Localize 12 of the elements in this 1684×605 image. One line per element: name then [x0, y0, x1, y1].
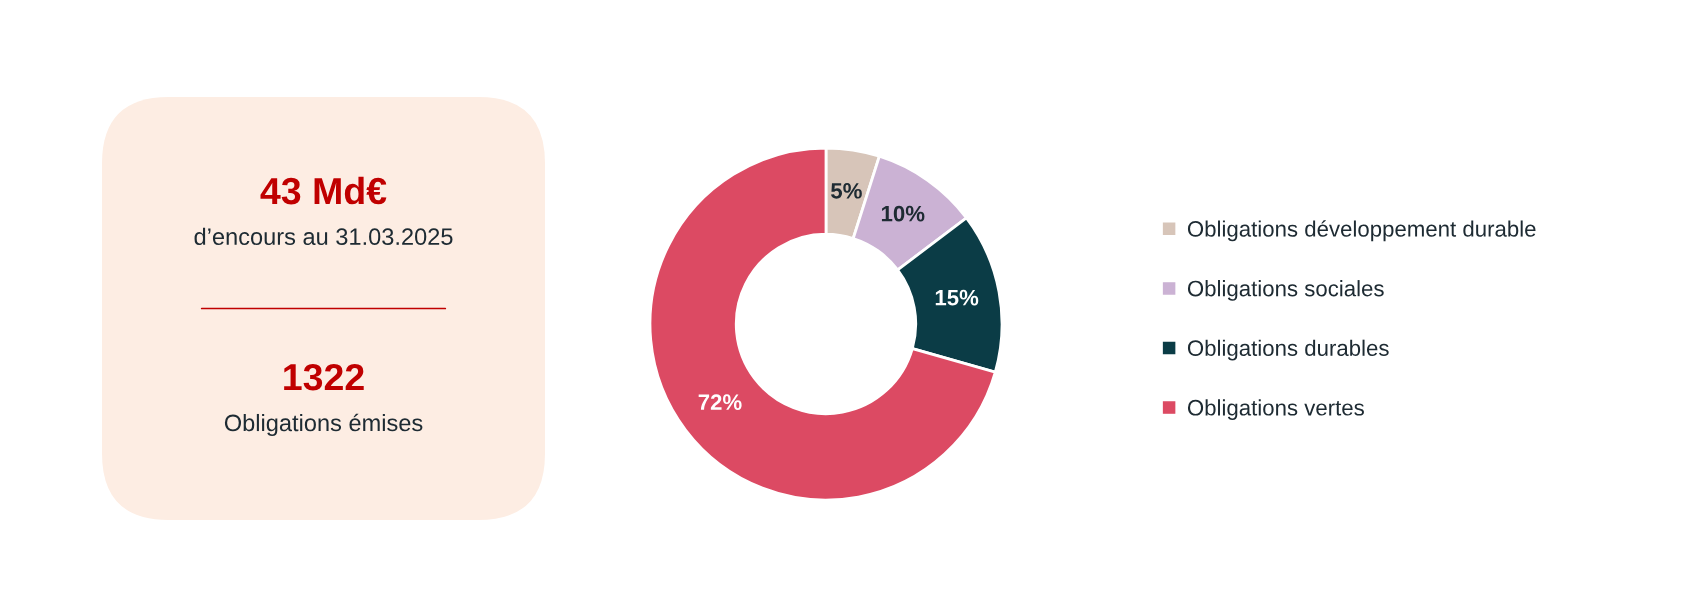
- data-label: 15%: [935, 289, 979, 306]
- legend-label: Obligations sociales: [1187, 280, 1384, 301]
- data-label: 10%: [881, 205, 925, 222]
- legend-label: Obligations durables: [1187, 339, 1389, 361]
- text: Obligations émises: [224, 413, 423, 436]
- data-label: 5%: [831, 182, 862, 199]
- text: d’encours au 31.03.2025: [194, 227, 453, 246]
- legend-label: Obligations développement durable: [1187, 220, 1536, 242]
- text: 1322: [284, 363, 364, 391]
- legend-label: Obligations vertes: [1187, 399, 1364, 420]
- data-label: 72%: [698, 394, 742, 410]
- text: 43 Md€: [260, 176, 387, 205]
